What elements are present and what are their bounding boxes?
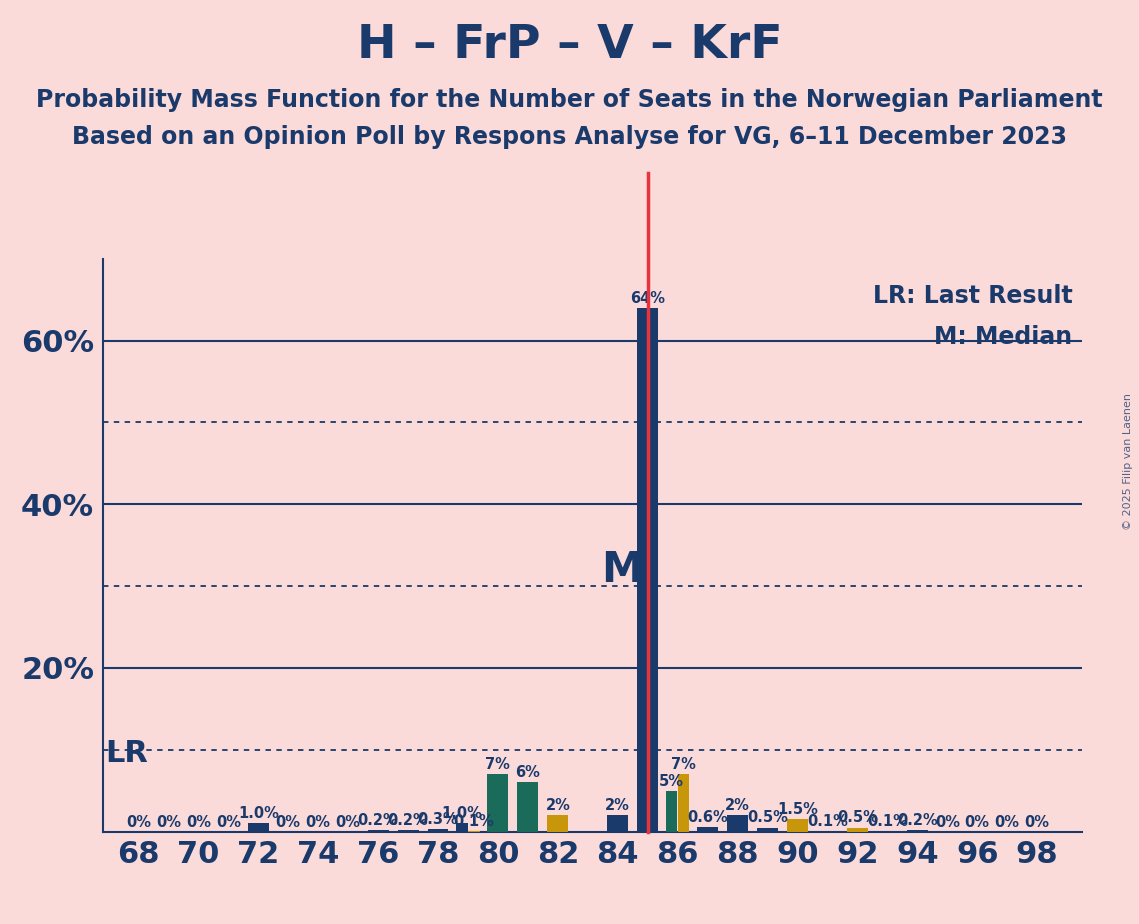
- Text: 0.1%: 0.1%: [867, 814, 908, 829]
- Text: 1.5%: 1.5%: [777, 802, 818, 817]
- Bar: [427, 829, 449, 832]
- Text: 0.2%: 0.2%: [896, 813, 937, 828]
- Bar: [457, 823, 468, 832]
- Bar: [727, 815, 748, 832]
- Bar: [517, 783, 539, 832]
- Bar: [907, 830, 928, 832]
- Bar: [637, 308, 658, 832]
- Text: 1.0%: 1.0%: [442, 807, 483, 821]
- Text: 0%: 0%: [126, 815, 151, 830]
- Text: 2%: 2%: [605, 798, 630, 813]
- Text: 2%: 2%: [546, 798, 571, 813]
- Text: 0%: 0%: [156, 815, 181, 830]
- Bar: [666, 791, 678, 832]
- Text: 0.6%: 0.6%: [687, 809, 728, 824]
- Text: 0.5%: 0.5%: [837, 810, 878, 825]
- Bar: [548, 815, 568, 832]
- Text: 0.1%: 0.1%: [453, 814, 494, 829]
- Text: 5%: 5%: [659, 773, 685, 789]
- Bar: [487, 774, 508, 832]
- Text: 0%: 0%: [186, 815, 211, 830]
- Text: 7%: 7%: [671, 758, 696, 772]
- Bar: [248, 823, 269, 832]
- Bar: [697, 827, 718, 832]
- Bar: [757, 828, 778, 832]
- Text: 0%: 0%: [994, 815, 1019, 830]
- Text: H – FrP – V – KrF: H – FrP – V – KrF: [357, 23, 782, 68]
- Text: M: Median: M: Median: [934, 324, 1072, 348]
- Text: 0%: 0%: [215, 815, 240, 830]
- Text: 0%: 0%: [305, 815, 330, 830]
- Bar: [678, 774, 689, 832]
- Text: LR: LR: [106, 739, 148, 769]
- Bar: [398, 830, 418, 832]
- Text: 0%: 0%: [276, 815, 301, 830]
- Bar: [368, 830, 388, 832]
- Text: 6%: 6%: [516, 765, 540, 781]
- Text: 0%: 0%: [1025, 815, 1050, 830]
- Text: © 2025 Filip van Laenen: © 2025 Filip van Laenen: [1123, 394, 1133, 530]
- Text: 0%: 0%: [965, 815, 990, 830]
- Text: 0.2%: 0.2%: [387, 813, 428, 828]
- Text: M: M: [601, 549, 644, 590]
- Bar: [787, 820, 808, 832]
- Text: Based on an Opinion Poll by Respons Analyse for VG, 6–11 December 2023: Based on an Opinion Poll by Respons Anal…: [72, 125, 1067, 149]
- Text: LR: Last Result: LR: Last Result: [872, 285, 1072, 309]
- Text: 2%: 2%: [726, 798, 749, 813]
- Text: 0%: 0%: [935, 815, 960, 830]
- Text: 7%: 7%: [485, 758, 510, 772]
- Text: 0.2%: 0.2%: [358, 813, 399, 828]
- Text: 1.0%: 1.0%: [238, 807, 279, 821]
- Text: 64%: 64%: [630, 291, 665, 306]
- Text: 0.5%: 0.5%: [747, 810, 788, 825]
- Text: 0.1%: 0.1%: [808, 814, 847, 829]
- Bar: [607, 815, 629, 832]
- Text: Probability Mass Function for the Number of Seats in the Norwegian Parliament: Probability Mass Function for the Number…: [36, 88, 1103, 112]
- Bar: [847, 828, 868, 832]
- Text: 0.3%: 0.3%: [418, 812, 458, 827]
- Text: 0%: 0%: [336, 815, 361, 830]
